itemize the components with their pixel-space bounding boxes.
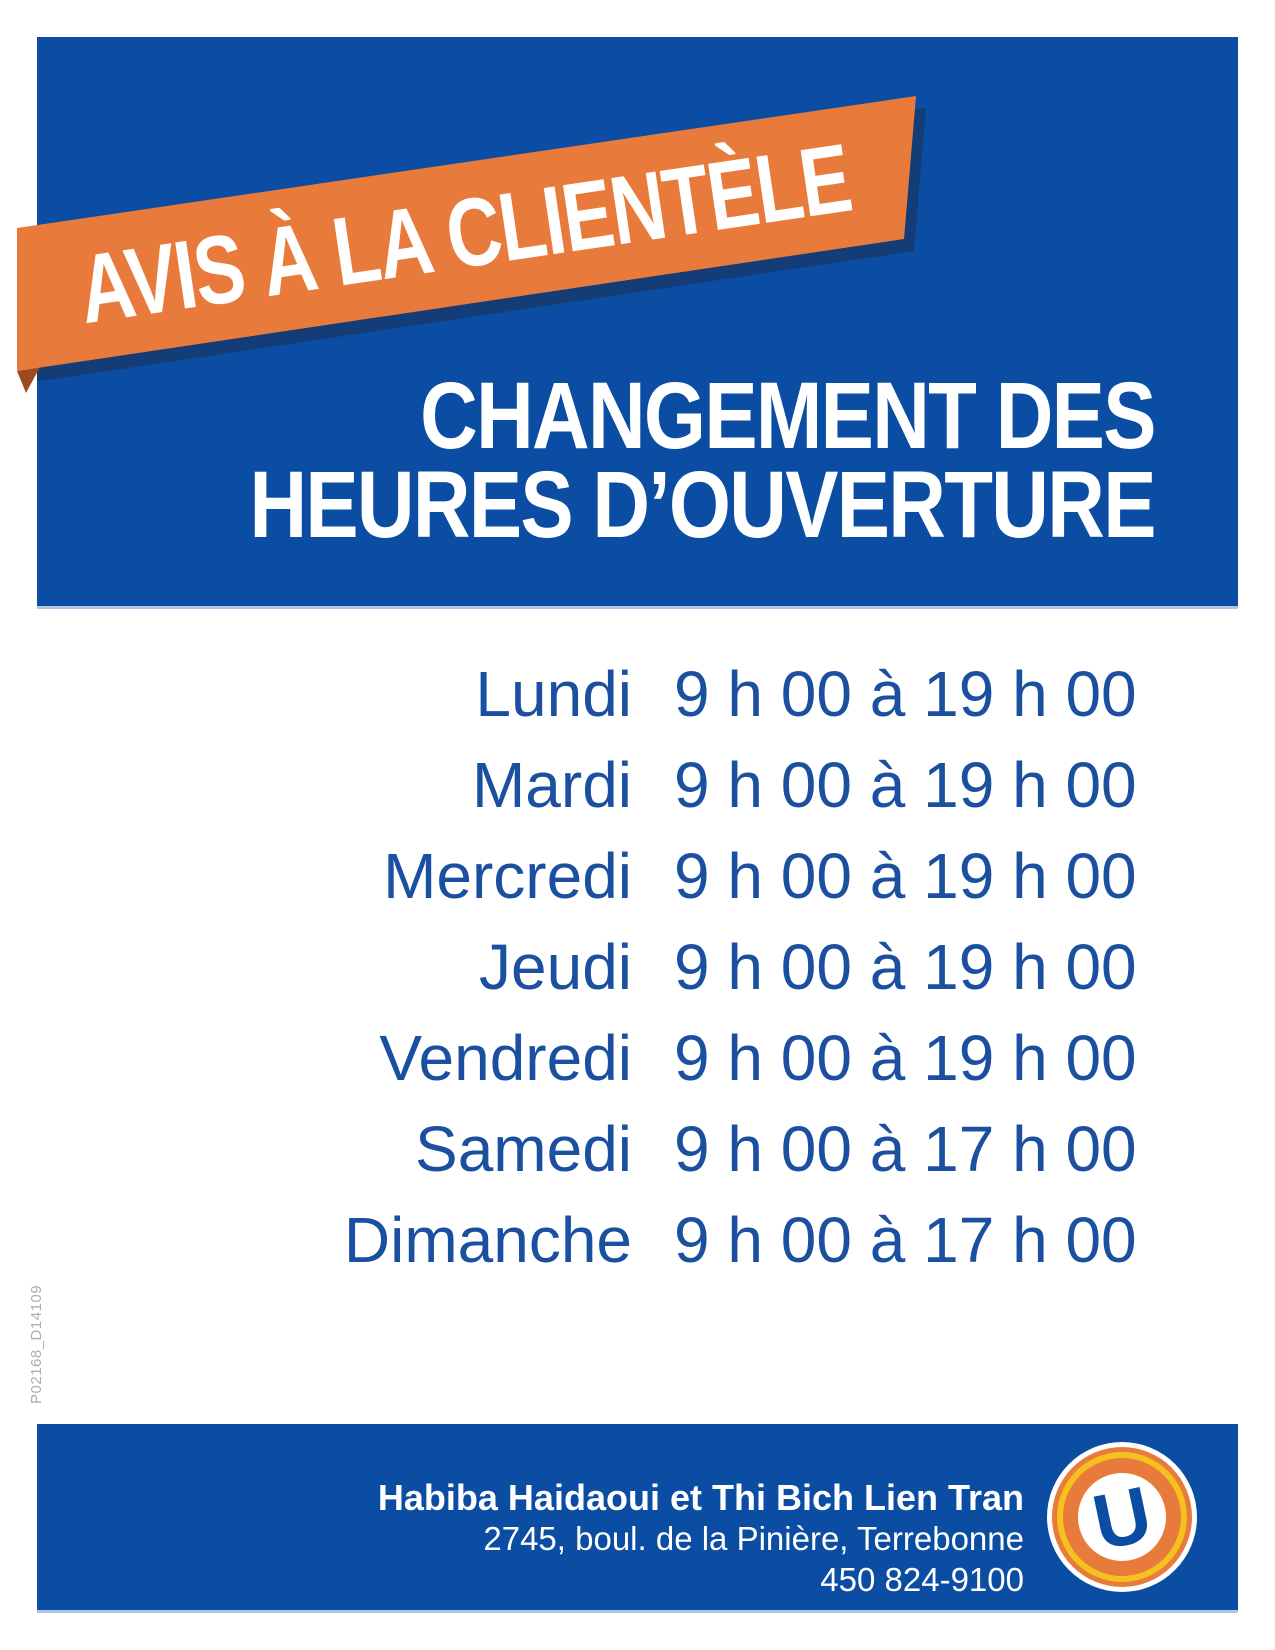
schedule-day: Mercredi xyxy=(383,839,632,912)
schedule-hours: 9 h 00 à 19 h 00 xyxy=(674,839,1137,912)
schedule-row: Dimanche 9 h 00 à 17 h 00 xyxy=(0,1194,1275,1285)
production-code: P02168_D14109 xyxy=(28,1284,45,1404)
page-title: CHANGEMENT DES HEURES D’OUVERTURE xyxy=(249,363,1157,558)
page-title-line2: HEURES D’OUVERTURE xyxy=(249,452,1157,558)
store-phone: 450 824-9100 xyxy=(820,1561,1024,1598)
schedule-row: Mardi 9 h 00 à 19 h 00 xyxy=(0,739,1275,830)
schedule-row: Lundi 9 h 00 à 19 h 00 xyxy=(0,648,1275,739)
owner-names: Habiba Haidaoui et Thi Bich Lien Tran xyxy=(377,1477,1024,1518)
schedule-row: Jeudi 9 h 00 à 19 h 00 xyxy=(0,921,1275,1012)
schedule-day: Samedi xyxy=(415,1112,632,1185)
logo-inner-disc xyxy=(1078,1473,1166,1561)
footer-contact: Habiba Haidaoui et Thi Bich Lien Tran 27… xyxy=(378,1477,1024,1600)
schedule-row: Vendredi 9 h 00 à 19 h 00 xyxy=(0,1012,1275,1103)
schedule-row: Samedi 9 h 00 à 17 h 00 xyxy=(0,1103,1275,1194)
hours-schedule: Lundi 9 h 00 à 19 h 00 Mardi 9 h 00 à 19… xyxy=(0,648,1275,1285)
schedule-hours: 9 h 00 à 19 h 00 xyxy=(674,657,1137,730)
schedule-day: Dimanche xyxy=(343,1203,632,1276)
schedule-hours: 9 h 00 à 19 h 00 xyxy=(674,930,1137,1003)
schedule-row: Mercredi 9 h 00 à 19 h 00 xyxy=(0,830,1275,921)
page-title-line1: CHANGEMENT DES xyxy=(420,363,1156,469)
schedule-day: Mardi xyxy=(471,748,632,821)
footer-panel xyxy=(37,1424,1238,1613)
schedule-day: Lundi xyxy=(475,657,632,730)
schedule-day: Vendredi xyxy=(379,1021,632,1094)
schedule-hours: 9 h 00 à 19 h 00 xyxy=(674,748,1137,821)
schedule-hours: 9 h 00 à 19 h 00 xyxy=(674,1021,1137,1094)
uniprix-logo: U xyxy=(1047,1442,1197,1592)
schedule-hours: 9 h 00 à 17 h 00 xyxy=(674,1203,1137,1276)
store-address: 2745, boul. de la Pinière, Terrebonne xyxy=(483,1520,1024,1557)
schedule-hours: 9 h 00 à 17 h 00 xyxy=(674,1112,1137,1185)
schedule-day: Jeudi xyxy=(479,930,632,1003)
